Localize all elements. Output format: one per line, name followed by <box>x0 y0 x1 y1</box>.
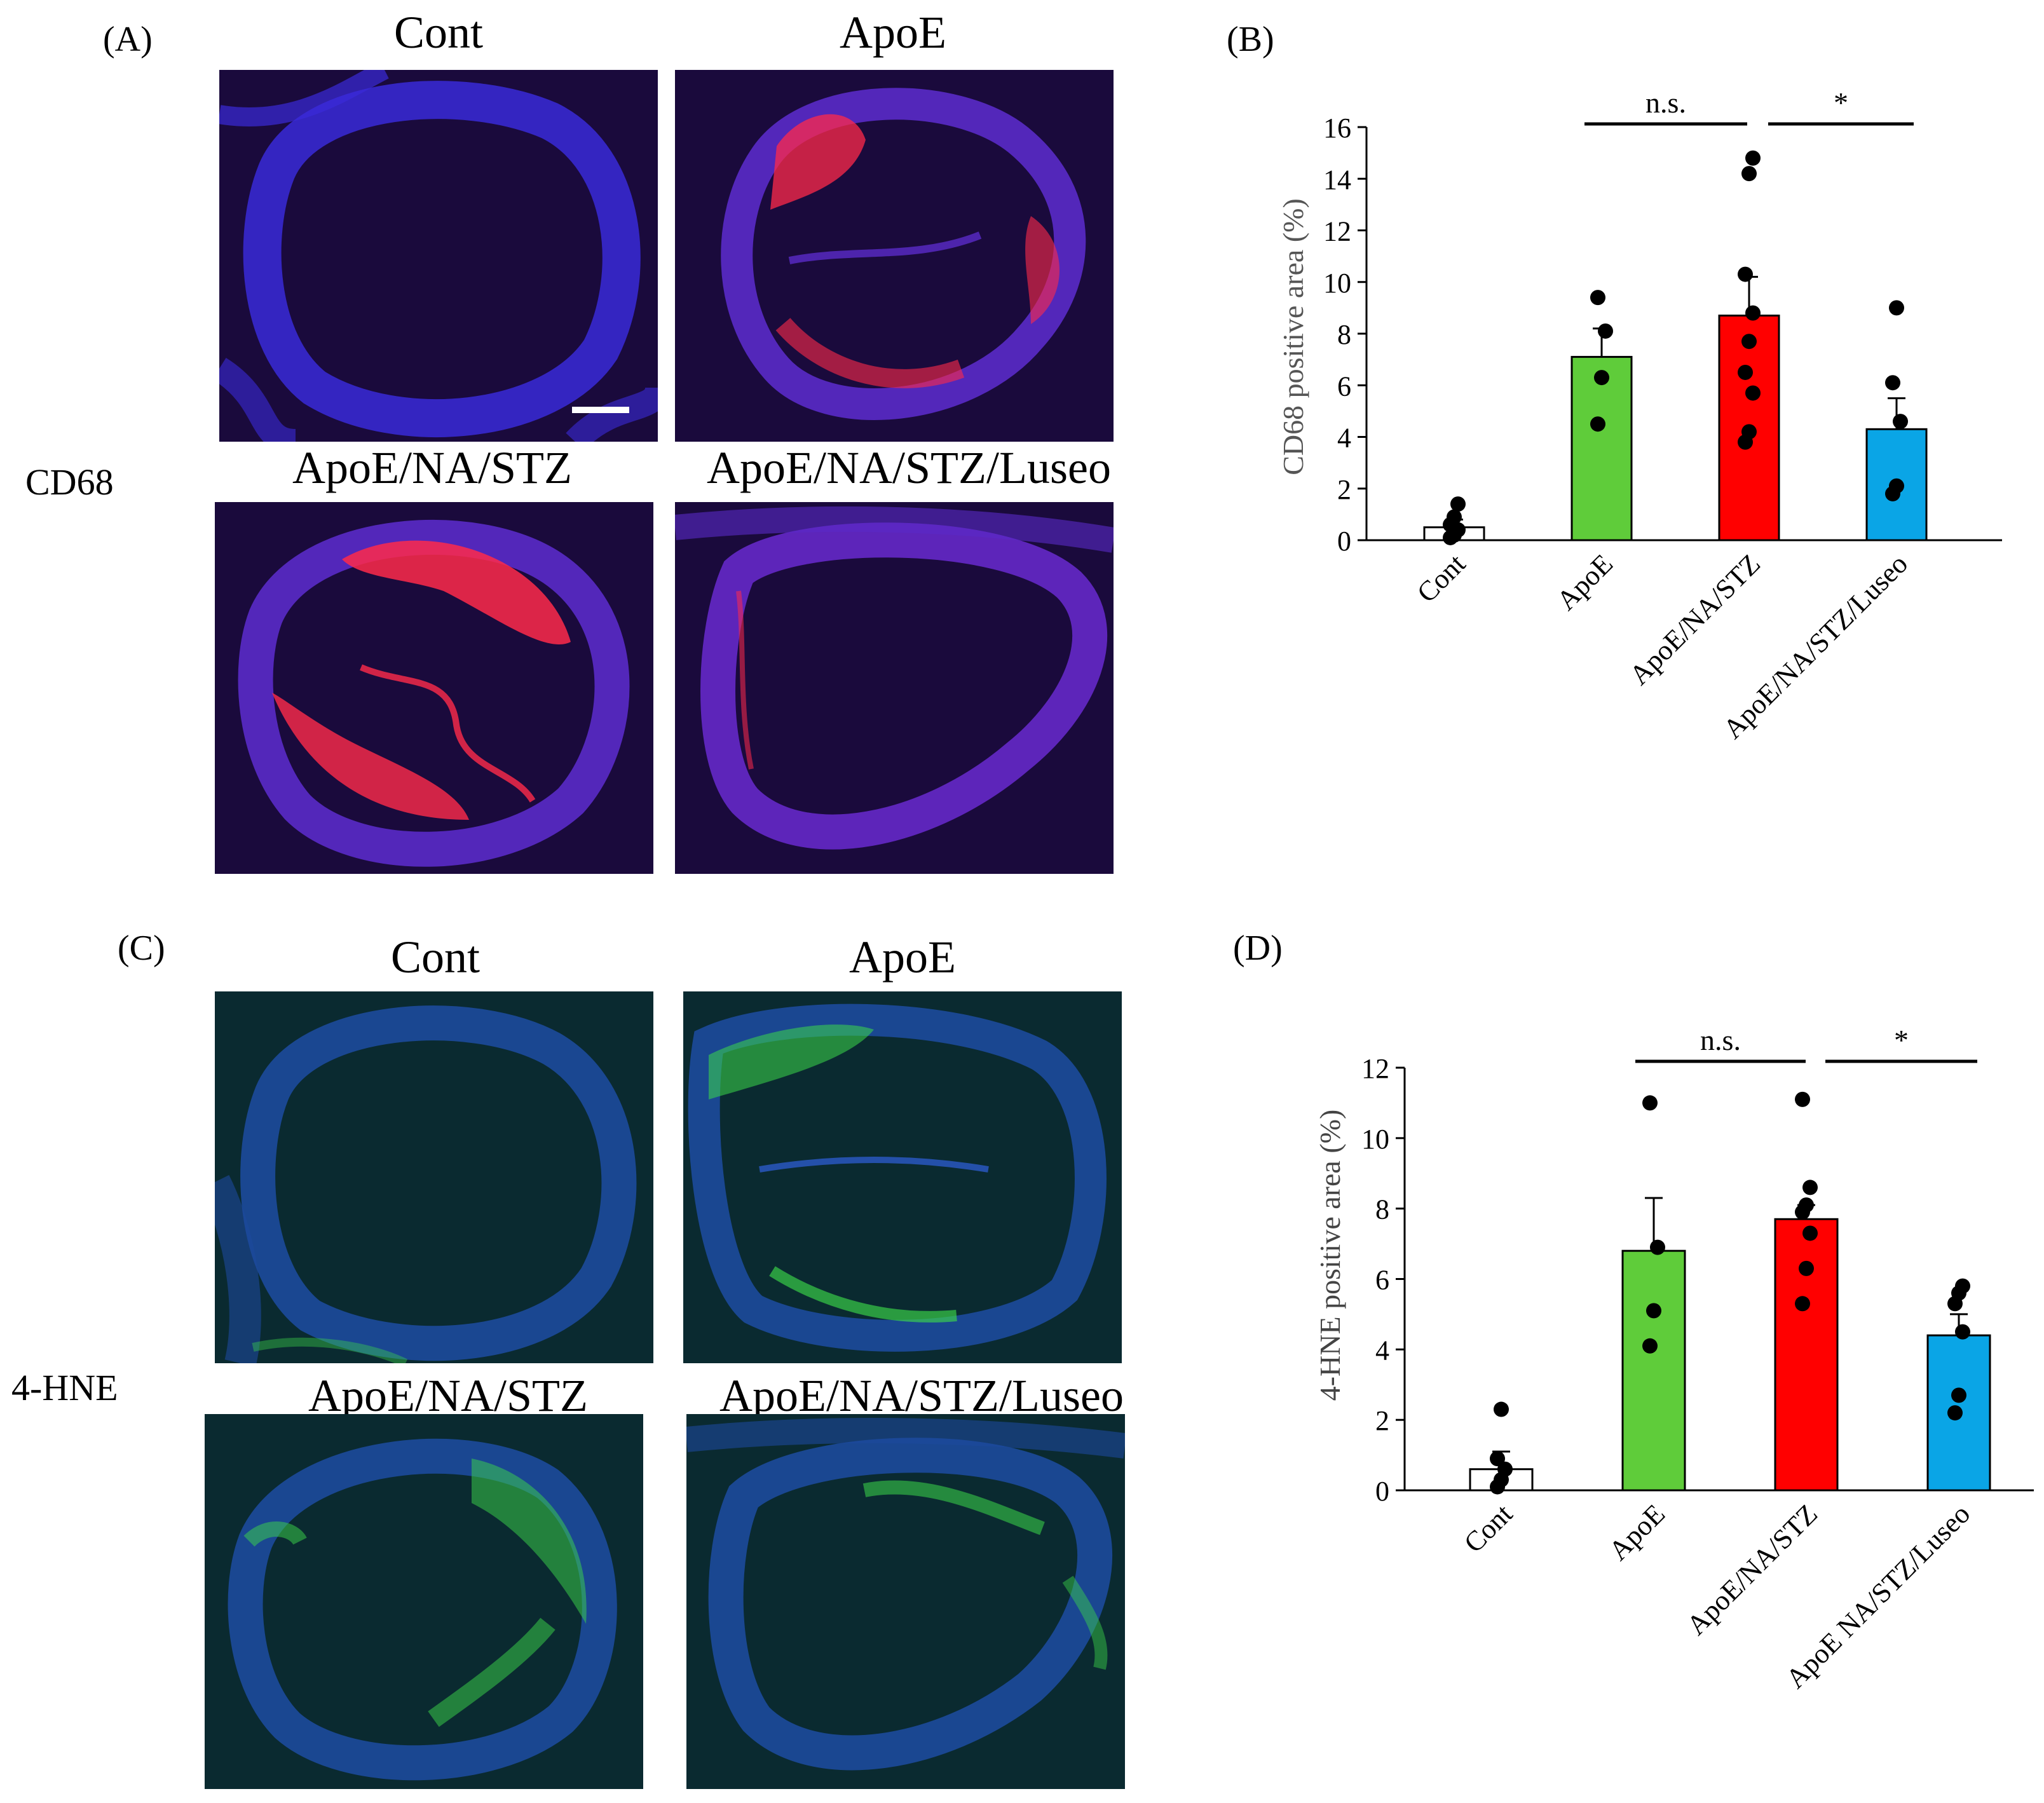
y-tick-label: 14 <box>1323 164 1351 195</box>
category-label: Cont <box>1411 548 1471 608</box>
y-tick-label: 12 <box>1323 216 1351 247</box>
category-label: ApoE <box>1551 548 1619 616</box>
cd68-image-luseo <box>675 502 1114 874</box>
scale-bar <box>572 407 629 413</box>
data-point <box>1799 1260 1814 1276</box>
y-tick-label: 0 <box>1337 526 1351 557</box>
data-point <box>1494 1401 1509 1417</box>
panel-a-title-cont: Cont <box>393 7 484 58</box>
data-point <box>1450 496 1466 512</box>
hne-image-apoe <box>683 991 1122 1363</box>
bar <box>1621 1249 1686 1492</box>
data-point <box>1889 478 1904 494</box>
data-point <box>1795 1091 1810 1107</box>
y-tick-label: 6 <box>1375 1265 1389 1296</box>
hne-image-na-stz <box>205 1414 643 1789</box>
data-point <box>1885 375 1900 391</box>
panel-a-title-luseo: ApoE/NA/STZ/Luseo <box>707 442 1111 493</box>
data-point <box>1738 266 1753 282</box>
significance-label: * <box>1834 86 1848 119</box>
significance-label: n.s. <box>1700 1024 1741 1056</box>
y-tick-label: 2 <box>1337 474 1351 505</box>
y-tick-label: 12 <box>1361 1053 1389 1084</box>
data-point <box>1447 509 1462 525</box>
y-tick-label: 8 <box>1375 1194 1389 1225</box>
ylabel: CD68 positive area (%) <box>1277 198 1309 475</box>
y-tick-label: 8 <box>1337 319 1351 350</box>
data-point <box>1598 323 1613 339</box>
data-point <box>1951 1387 1966 1403</box>
data-point <box>1594 370 1609 386</box>
y-tick-label: 6 <box>1337 371 1351 402</box>
panel-a-title-apoe: ApoE <box>840 7 946 58</box>
cd68-image-na-stz <box>215 502 653 874</box>
cd68-image-cont <box>219 70 658 442</box>
data-point <box>1745 305 1761 321</box>
panel-a-letter: (A) <box>103 20 153 59</box>
data-point <box>1947 1405 1963 1421</box>
y-tick-label: 2 <box>1375 1405 1389 1436</box>
bar <box>1570 356 1633 541</box>
data-point <box>1745 385 1761 401</box>
data-point <box>1955 1278 1970 1294</box>
data-point <box>1642 1338 1658 1354</box>
data-point <box>1497 1461 1513 1477</box>
data-point <box>1802 1180 1818 1195</box>
panel-b-letter: (B) <box>1227 20 1274 59</box>
category-label: ApoE/NA/STZ <box>1680 1498 1823 1641</box>
panel-c-title-luseo: ApoE/NA/STZ/Luseo <box>719 1370 1124 1421</box>
y-tick-label: 0 <box>1375 1476 1389 1507</box>
cd68-image-apoe <box>675 70 1114 442</box>
y-tick-label: 4 <box>1375 1335 1389 1366</box>
data-point <box>1889 300 1904 316</box>
significance-label: n.s. <box>1645 86 1686 119</box>
hne-image-luseo <box>686 1414 1125 1789</box>
data-point <box>1799 1197 1814 1213</box>
data-point <box>1590 290 1605 306</box>
data-point <box>1795 1296 1810 1312</box>
panel-c-letter: (C) <box>118 929 165 968</box>
data-point <box>1646 1303 1661 1319</box>
ylabel: 4-HNE positive area (%) <box>1314 1110 1346 1401</box>
y-tick-label: 16 <box>1323 112 1351 144</box>
significance-label: * <box>1894 1024 1909 1056</box>
data-point <box>1590 416 1605 432</box>
category-label: ApoE/NA/STZ <box>1623 548 1766 691</box>
data-point <box>1650 1239 1665 1255</box>
data-point <box>1745 150 1761 166</box>
y-tick-label: 10 <box>1361 1124 1389 1155</box>
data-point <box>1802 1225 1818 1241</box>
data-point <box>1738 364 1753 380</box>
y-tick-label: 10 <box>1323 268 1351 299</box>
data-point <box>1642 1095 1658 1111</box>
bar <box>1774 1218 1839 1492</box>
hne-image-cont <box>215 991 653 1363</box>
data-point <box>1741 334 1757 350</box>
data-point <box>1893 414 1908 430</box>
category-label: Cont <box>1458 1498 1518 1558</box>
panel-a-title-na-stz: ApoE/NA/STZ <box>292 442 572 493</box>
data-point <box>1955 1324 1970 1340</box>
hne-stain-label: 4-HNE <box>11 1367 118 1408</box>
y-tick-label: 4 <box>1337 423 1351 454</box>
panel-c-title-cont: Cont <box>390 932 480 983</box>
category-label: ApoE <box>1603 1498 1671 1566</box>
panel-d-letter: (D) <box>1233 929 1283 968</box>
panel-c-title-apoe: ApoE <box>849 932 956 983</box>
data-point <box>1741 424 1757 440</box>
data-point <box>1741 166 1757 182</box>
cd68-bar-chart: CD68 positive area (%) 0 2 4 6 8 10 12 14 16 n.s… <box>1277 86 2002 745</box>
panel-c-title-na-stz: ApoE/NA/STZ <box>308 1370 588 1421</box>
cd68-stain-label: CD68 <box>25 461 114 503</box>
data-point <box>1490 1451 1505 1467</box>
